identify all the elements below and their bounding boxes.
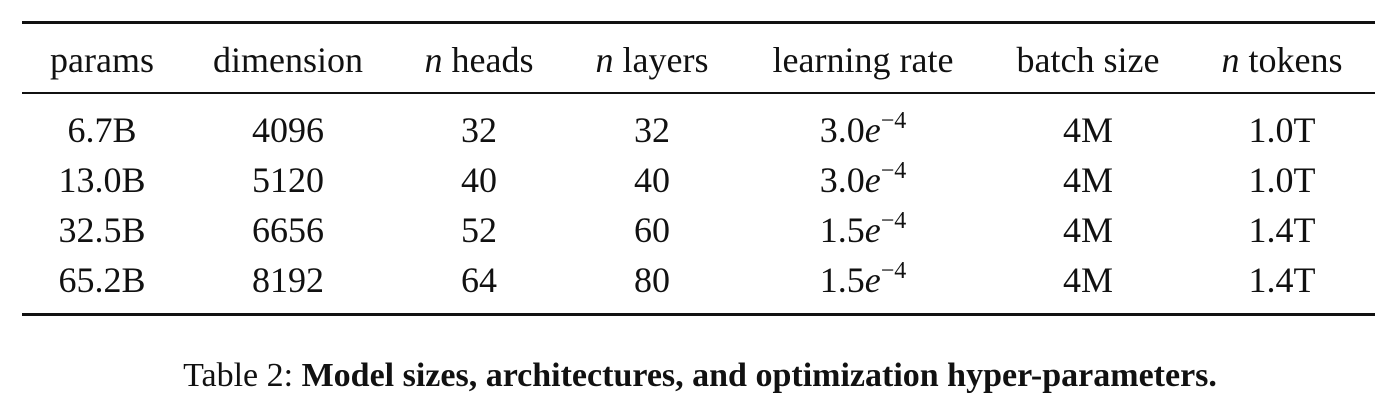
base: 1.5 [819,260,865,300]
cell: 32.5B [58,210,146,250]
symbol: e [864,260,881,300]
cell: 1.5e−4 [819,259,907,300]
base: 3.0 [819,110,865,150]
cell: 1.0T [1248,110,1316,150]
exponent: −4 [880,158,907,184]
header-text: heads [451,40,534,80]
exponent: −4 [880,108,907,134]
header-cell: n heads [425,42,534,78]
cell: 4M [1062,260,1114,300]
cell: 32 [634,110,670,150]
math-var: n [595,40,614,80]
cell: 4M [1062,110,1114,150]
math-var: n [1221,40,1240,80]
symbol: e [864,210,881,250]
cell: 52 [461,210,497,250]
cell: 6656 [252,210,324,250]
cell: 64 [461,260,497,300]
header-text: tokens [1248,40,1343,80]
header-text: layers [622,40,709,80]
header-cell: n tokens [1222,42,1343,78]
cell: 32 [461,110,497,150]
header-cell: params [50,40,154,80]
caption: Table 2: Model sizes, architectures, and… [0,357,1400,395]
cell: 13.0B [58,160,146,200]
cell: 3.0e−4 [819,109,907,150]
base: 1.5 [819,210,865,250]
cell: 65.2B [58,260,146,300]
cell: 1.4T [1248,210,1316,250]
cell: 40 [461,160,497,200]
exponent: −4 [880,208,907,234]
top-rule [22,21,1375,24]
math-var: n [424,40,443,80]
cell: 60 [634,210,670,250]
cell: 4M [1062,210,1114,250]
cell: 40 [634,160,670,200]
header-cell: n layers [596,42,709,78]
caption-label: Table 2: [183,357,294,394]
base: 3.0 [819,160,865,200]
cell: 80 [634,260,670,300]
caption-text: Model sizes, architectures, and optimiza… [301,357,1217,394]
cell: 1.4T [1248,260,1316,300]
mid-rule [22,92,1375,94]
cell: 6.7B [67,110,137,150]
header-cell: dimension [213,40,363,80]
cell: 1.5e−4 [819,209,907,250]
bottom-rule [22,313,1375,316]
cell: 4M [1062,160,1114,200]
symbol: e [864,110,881,150]
header-cell: learning rate [772,40,954,80]
cell: 8192 [252,260,324,300]
cell: 5120 [252,160,324,200]
exponent: −4 [880,258,907,284]
cell: 4096 [252,110,324,150]
header-cell: batch size [1016,40,1160,80]
symbol: e [864,160,881,200]
cell: 1.0T [1248,160,1316,200]
cell: 3.0e−4 [819,159,907,200]
